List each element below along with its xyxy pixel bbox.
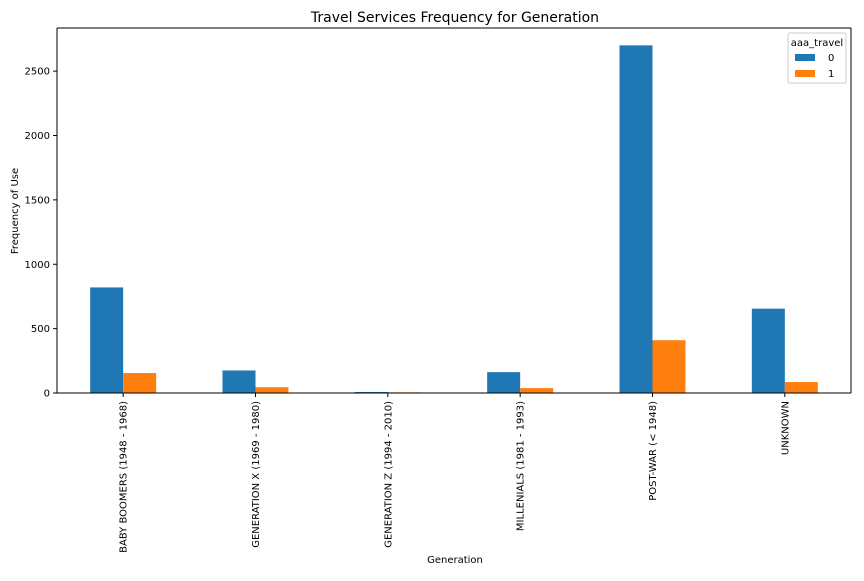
legend: aaa_travel 0 1: [787, 32, 847, 84]
legend-swatch-0: [795, 54, 815, 61]
x-tick-label-5: UNKNOWN: [780, 401, 791, 455]
y-tick-label-1: 500: [31, 324, 50, 335]
bar-series-0-3: [487, 372, 521, 393]
y-axis-label: Frequency of Use: [10, 168, 21, 254]
bar-series-1-3: [520, 388, 554, 393]
y-tick-label-3: 1500: [25, 195, 50, 206]
x-tick-label-1: GENERATION X (1969 - 1980): [251, 401, 262, 548]
bar-series-1-5: [784, 382, 818, 393]
y-tick-label-2: 1000: [25, 260, 50, 271]
chart-title: Travel Services Frequency for Generation: [310, 10, 599, 26]
bar-series-0-1: [222, 370, 256, 393]
legend-swatch-1: [795, 70, 815, 77]
x-tick-label-4: POST-WAR (< 1948): [648, 401, 659, 501]
plot-area: 0 500 1000 1500 2000 2500 BABY BOOMERS (1948 -…: [25, 27, 852, 553]
bar-series-0-5: [751, 308, 785, 393]
y-tick-label-4: 2000: [25, 131, 50, 142]
bar-series-1-1: [255, 387, 289, 393]
x-axis-label: Generation: [427, 555, 483, 566]
legend-label-0: 0: [828, 53, 834, 64]
bar-series-1-0: [123, 373, 157, 393]
y-tick-label-5: 2500: [25, 67, 50, 78]
legend-title: aaa_travel: [791, 38, 843, 49]
bar-series-0-2: [354, 391, 388, 393]
bar-series-1-4: [652, 340, 686, 393]
x-tick-label-0: BABY BOOMERS (1948 - 1968): [119, 401, 130, 553]
y-tick-label-0: 0: [44, 389, 50, 400]
bar-series-0-4: [619, 45, 653, 393]
x-tick-label-3: MILLENIALS (1981 - 1993): [516, 401, 527, 531]
x-tick-label-2: GENERATION Z (1994 - 2010): [383, 401, 394, 548]
bar-series-0-0: [90, 287, 124, 393]
legend-label-1: 1: [828, 69, 834, 80]
